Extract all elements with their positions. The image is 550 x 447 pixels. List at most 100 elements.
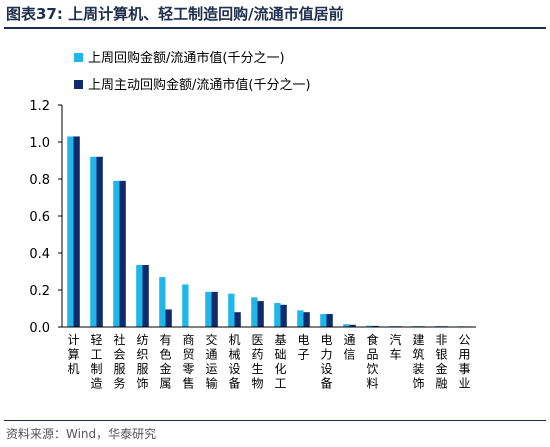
bar-1-13	[366, 325, 373, 327]
x-tick-label-char: 医	[251, 333, 263, 347]
x-tick-label-char: 备	[320, 377, 332, 391]
x-tick-label-char: 金	[159, 361, 171, 376]
x-tick-label-char: 础	[274, 348, 286, 362]
x-tick-label-char: 非	[435, 333, 447, 347]
x-tick-label-char: 融	[435, 377, 447, 391]
bar-2-2	[119, 180, 126, 327]
x-tick-label-char: 工	[90, 348, 102, 362]
x-tick-label-char: 会	[113, 348, 125, 362]
x-tick-label-char: 交	[205, 332, 217, 347]
x-tick-label-char: 商	[182, 332, 194, 347]
x-tick-label-char: 售	[182, 376, 194, 391]
x-tick-label-char: 械	[228, 347, 240, 362]
bar-1-8	[251, 297, 258, 327]
x-tick-label-char: 车	[389, 347, 401, 362]
x-tick-label-char: 机	[228, 333, 240, 347]
x-tick-label-char: 品	[366, 348, 378, 362]
y-axis: 0.0 0.2 0.4 0.6 0.8 1.0 1.2	[29, 99, 63, 336]
bar-2-9	[280, 304, 287, 327]
source-divider	[4, 420, 546, 421]
x-tick-label-char: 银	[435, 348, 447, 362]
bar-1-7	[228, 293, 235, 327]
x-tick-label-char: 电	[297, 333, 309, 347]
bar-1-9	[274, 302, 281, 327]
x-tick-label-char: 色	[159, 348, 171, 362]
chart-title: 图表37: 上周计算机、轻工制造回购/流通市值居前	[6, 5, 344, 23]
x-tick-label-char: 业	[458, 377, 470, 391]
bar-2-8	[257, 301, 264, 327]
bar-1-2	[113, 180, 120, 327]
bar-2-13	[372, 325, 379, 327]
bar-2-4	[165, 309, 172, 327]
source-note: 资料来源：Wind，华泰研究	[6, 427, 157, 441]
bar-1-6	[205, 291, 212, 327]
x-tick-label-char: 药	[251, 348, 263, 362]
x-tick-label-char: 务	[113, 376, 125, 391]
bar-2-11	[326, 314, 333, 327]
x-tick-label-char: 信	[343, 348, 355, 362]
x-tick-label-char: 生	[251, 362, 263, 376]
x-tick-label-char: 事	[458, 362, 470, 376]
x-tick-label-char: 用	[458, 348, 470, 362]
x-tick-label-char: 建	[412, 333, 424, 347]
x-tick-label-char: 社	[113, 332, 125, 347]
x-tick-label-char: 造	[90, 377, 102, 391]
bar-2-3	[142, 265, 149, 327]
x-axis: 计算机轻工制造社会服务纺织服饰有色金属商贸零售交通运输机械设备医药生物基础化工电…	[62, 326, 476, 391]
y-tick-label: 0.6	[29, 210, 50, 225]
x-tick-label-char: 金	[435, 361, 447, 376]
x-tick-label-char: 公	[458, 333, 470, 347]
y-tick-label: 0.8	[29, 173, 50, 188]
x-tick-label-char: 电	[320, 333, 332, 347]
x-tick-label-char: 料	[366, 377, 378, 391]
x-tick-label-char: 输	[205, 376, 217, 391]
bar-1-0	[67, 136, 74, 327]
x-tick-label-char: 基	[274, 333, 286, 347]
x-tick-label-char: 饮	[366, 362, 378, 376]
title-divider	[4, 27, 546, 29]
bars	[67, 136, 471, 327]
x-tick-label-char: 汽	[389, 332, 401, 347]
x-tick-label-char: 服	[136, 362, 148, 376]
x-tick-label-char: 有	[159, 333, 171, 347]
bar-1-11	[320, 314, 327, 327]
legend: 上周回购金额/流通市值(千分之一) 上周主动回购金额/流通市值(千分之一)	[74, 50, 311, 93]
x-tick-label-char: 运	[205, 362, 217, 376]
x-tick-label-char: 饰	[412, 377, 424, 391]
bar-2-1	[96, 156, 103, 327]
bar-2-12	[349, 324, 356, 327]
y-tick-label: 0.4	[29, 247, 50, 262]
x-tick-label-char: 力	[320, 348, 332, 362]
bar-2-0	[73, 136, 80, 327]
x-tick-label-char: 贸	[182, 348, 194, 362]
x-tick-label-char: 织	[136, 348, 148, 362]
bar-2-6	[211, 291, 218, 327]
legend-label-1: 上周回购金额/流通市值(千分之一)	[88, 50, 285, 66]
bar-1-3	[136, 265, 143, 327]
y-tick-label: 0.0	[29, 321, 50, 336]
x-tick-label-char: 工	[274, 377, 286, 391]
bar-1-5	[182, 284, 189, 327]
legend-label-2: 上周主动回购金额/流通市值(千分之一)	[88, 77, 311, 93]
x-tick-label-char: 制	[90, 362, 102, 376]
legend-swatch-2	[74, 80, 83, 89]
x-tick-label-char: 设	[320, 362, 332, 376]
y-tick-label: 1.0	[29, 136, 50, 151]
bar-1-4	[159, 277, 166, 327]
x-tick-label-char: 机	[67, 362, 79, 376]
x-tick-label-char: 通	[205, 348, 217, 362]
bar-1-10	[297, 310, 304, 327]
x-tick-label-char: 通	[343, 333, 355, 347]
x-tick-label-char: 零	[182, 362, 194, 376]
x-tick-label-char: 饰	[136, 377, 148, 391]
bar-1-1	[90, 156, 97, 327]
x-tick-label-char: 轻	[90, 333, 102, 347]
x-tick-label-char: 纺	[136, 333, 148, 347]
bar-2-7	[234, 312, 241, 327]
y-tick-label: 1.2	[29, 99, 50, 114]
bar-2-10	[303, 312, 310, 327]
x-tick-label-char: 服	[113, 362, 125, 376]
x-tick-label-char: 食	[366, 332, 378, 347]
x-tick-label-char: 算	[67, 347, 79, 362]
